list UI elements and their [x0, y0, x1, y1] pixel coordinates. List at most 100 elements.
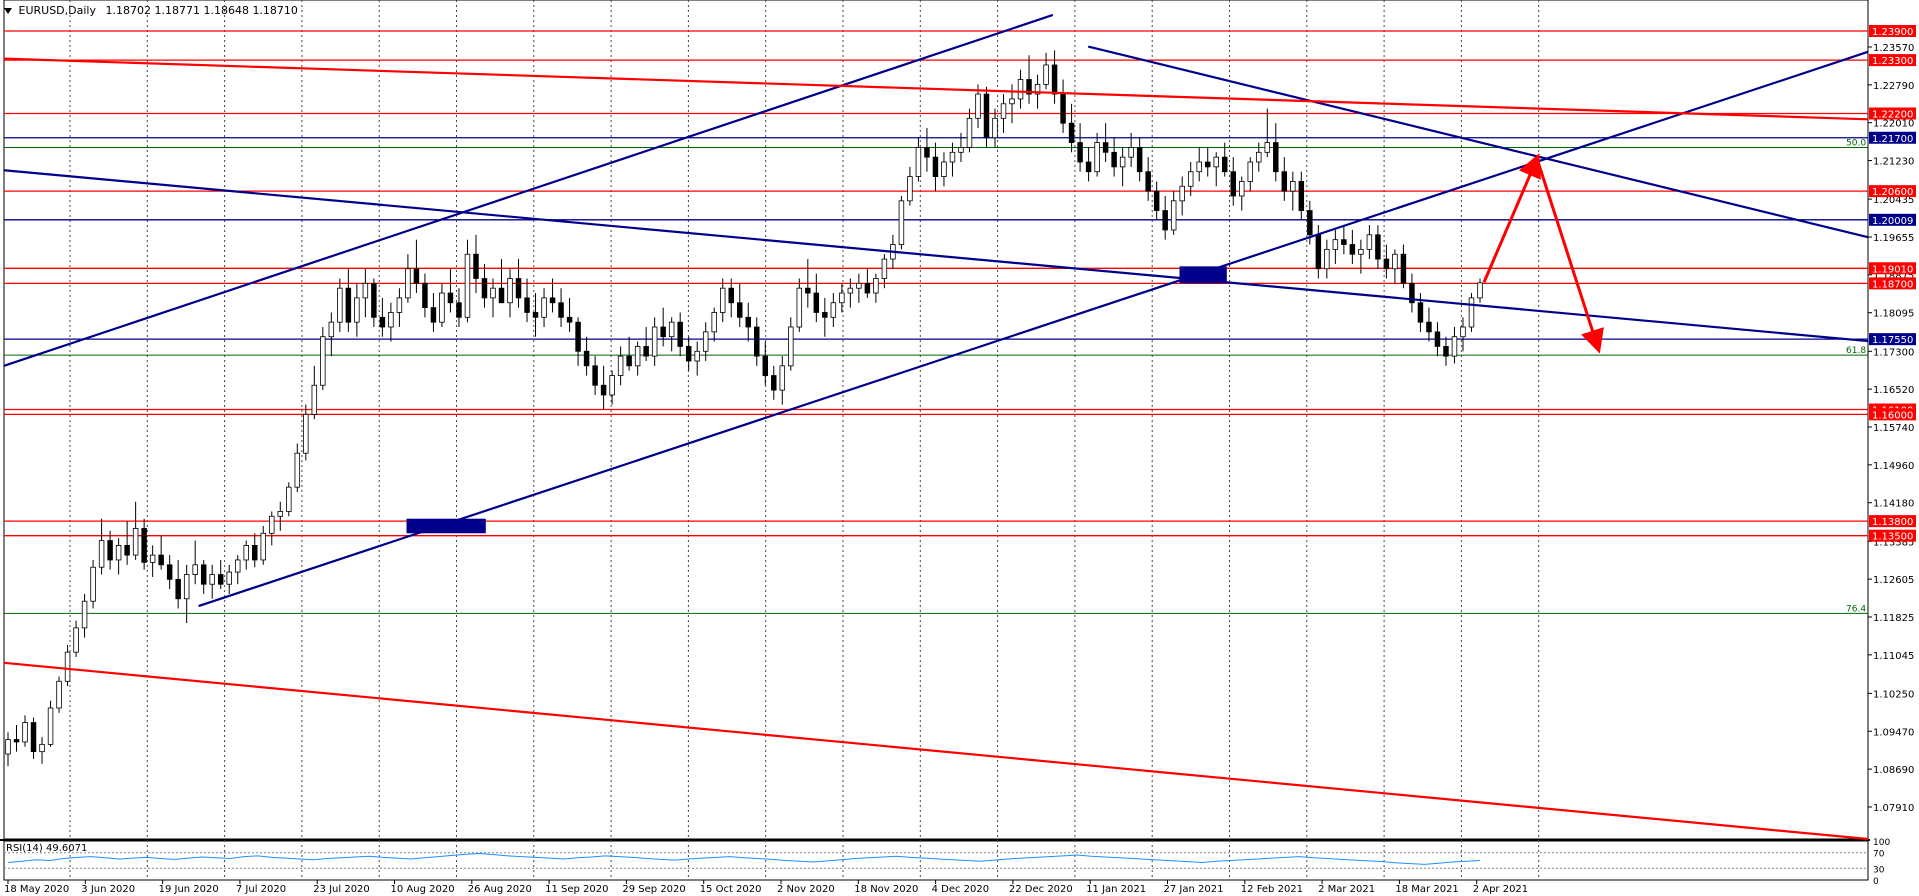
fib-level-label: 61.8 [1846, 346, 1866, 356]
candle-body [388, 312, 394, 328]
candle-body [1230, 171, 1236, 197]
candle-body [303, 413, 309, 454]
candle-body [183, 574, 190, 600]
candle-body [1460, 326, 1466, 338]
candle-body [694, 350, 700, 362]
candle-body [592, 365, 598, 386]
plot-frame [3, 0, 1869, 840]
projection-arrow-up [1482, 153, 1541, 283]
candle-body [81, 600, 88, 629]
candle-body [907, 176, 913, 202]
candle-body [439, 292, 445, 323]
rsi-line [7, 852, 1481, 865]
candle-body [1451, 336, 1458, 357]
trendline [3, 13, 1054, 367]
candle-body [881, 258, 888, 279]
rsi-frame [3, 840, 1869, 881]
candle-body [1009, 98, 1015, 105]
candle-body [209, 574, 215, 585]
candle-body [252, 544, 258, 561]
level-price-label: 1.20009 [1872, 216, 1913, 227]
candle-body [22, 722, 28, 743]
candle-body [1392, 253, 1398, 270]
candle-body [1324, 248, 1330, 270]
level-price-label: 1.22200 [1872, 109, 1913, 120]
candle-body [643, 346, 649, 357]
price-tick-label: 1.23570 [1873, 43, 1914, 54]
candle-body [1315, 234, 1322, 270]
candle-body [1060, 93, 1066, 124]
price-tick-label: 1.14960 [1873, 461, 1914, 472]
candle-body [1051, 64, 1058, 95]
candle-body [677, 321, 683, 347]
candle-body [966, 117, 973, 148]
candle-body [1281, 171, 1288, 192]
candle-body [1434, 331, 1441, 347]
candle-body [13, 739, 20, 743]
time-tick-label: 29 Sep 2020 [622, 884, 685, 895]
candle-body [847, 287, 854, 294]
candle-body [600, 384, 607, 396]
candle-body [754, 326, 760, 357]
candle-body [98, 540, 105, 568]
candle-body [532, 312, 539, 318]
price-tick-label: 1.08690 [1873, 765, 1914, 776]
candle-body [583, 350, 590, 367]
candle-body [1341, 239, 1347, 245]
candle-body [626, 355, 632, 367]
candle-body [1366, 234, 1373, 250]
candle-body [830, 302, 837, 318]
candle-body [141, 528, 147, 563]
candle-body [158, 554, 164, 566]
candle-body [175, 578, 181, 600]
candle-body [1468, 297, 1475, 328]
level-price-tag [1869, 131, 1916, 144]
candle-body [345, 287, 352, 323]
candle-body [1170, 200, 1177, 231]
time-tick-label: 22 Dec 2020 [1009, 884, 1073, 895]
candle-body [617, 355, 624, 376]
candle-body [958, 147, 964, 153]
level-price-label: 1.19010 [1872, 264, 1913, 275]
candle-body [1043, 64, 1049, 85]
candle-body [1409, 282, 1415, 304]
time-tick-label: 11 Jan 2021 [1086, 884, 1146, 895]
candle-body [524, 297, 530, 313]
time-tick-label: 2 Apr 2021 [1473, 884, 1528, 895]
candle-body [1290, 181, 1296, 192]
candle-body [362, 282, 369, 299]
candle-body [73, 627, 79, 653]
candle-body [1239, 181, 1245, 197]
candle-body [1349, 244, 1356, 255]
candle-body [1179, 185, 1185, 202]
candle-body [260, 532, 266, 561]
candle-body [949, 151, 956, 163]
candle-body [217, 574, 224, 585]
candle-body [115, 544, 122, 561]
candle-body [685, 346, 692, 362]
price-tick-label: 1.22010 [1873, 119, 1914, 130]
candle-body [1077, 142, 1083, 163]
candle-body [132, 528, 139, 556]
rsi-level-label: 30 [1873, 865, 1885, 875]
time-tick-label: 11 Sep 2020 [545, 884, 608, 895]
candle-body [1196, 161, 1202, 173]
candle-body [1417, 302, 1424, 323]
candle-body [609, 375, 615, 396]
candle-body [822, 312, 828, 318]
candle-body [771, 375, 777, 391]
collapse-arrow-icon[interactable] [4, 8, 12, 14]
chart-header: EURUSD,Daily 1.18702 1.18771 1.18648 1.1… [4, 4, 298, 17]
candle-body [39, 743, 45, 753]
candle-body [1477, 282, 1483, 299]
candle-body [1358, 248, 1364, 255]
time-tick-label: 10 Aug 2020 [391, 884, 455, 895]
level-price-label: 1.13800 [1872, 517, 1913, 528]
candle-body [839, 292, 845, 304]
candle-body [805, 287, 811, 294]
candle-body [762, 355, 769, 376]
candle-body [668, 321, 675, 338]
candle-body [1273, 142, 1279, 173]
trendline [3, 169, 1869, 343]
